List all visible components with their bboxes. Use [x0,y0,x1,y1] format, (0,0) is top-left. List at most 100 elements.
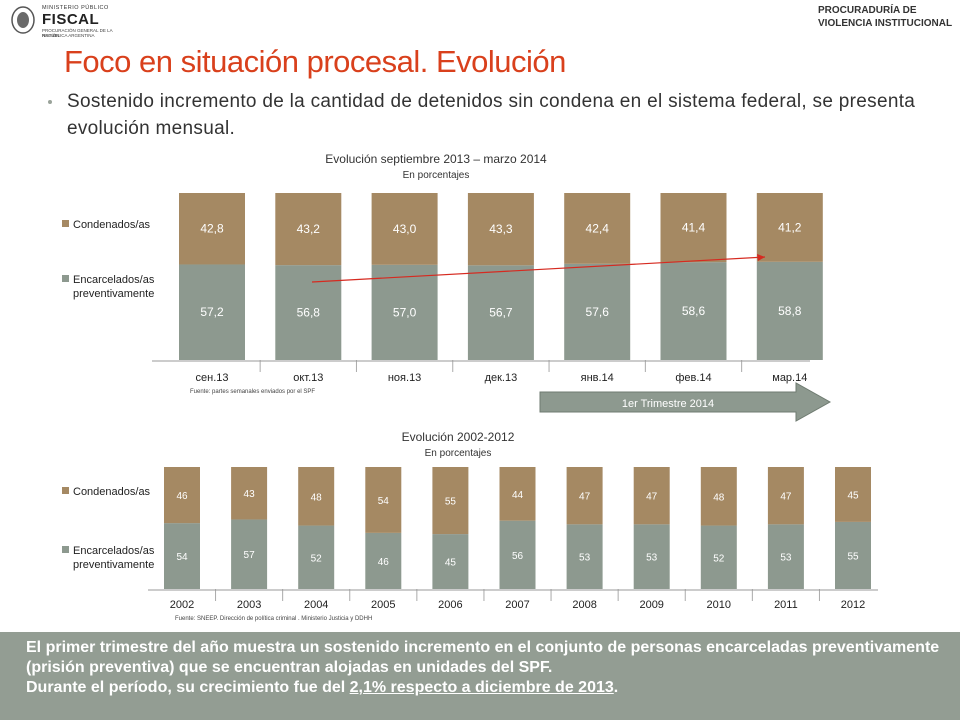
conclusion-text: El primer trimestre del año muestra un s… [26,638,946,698]
logo-subtitle: PROCURACIÓN GENERAL DE LA NACIÓN [42,28,113,38]
bar-encarcelados [564,263,631,360]
conclusion-highlight: 2,1% respecto a diciembre de 2013 [349,679,614,696]
data-label-condenados: 46 [176,491,188,502]
bullet-text: Sostenido incremento de la cantidad de d… [67,91,916,139]
data-label-condenados: 43 [244,489,256,500]
data-label-encarcelados: 57,0 [393,305,417,319]
data-label-condenados: 44 [512,490,524,501]
legend-label-condenados: Condenados/as [73,486,151,498]
chart-monthly: Evolución septiembre 2013 – marzo 2014 E… [62,152,823,384]
legend-swatch-condenados [62,220,69,227]
conclusion-line2-post: . [613,679,619,696]
data-label-encarcelados: 45 [445,558,457,569]
x-tick-label: фев.14 [675,372,711,384]
data-label-encarcelados: 54 [176,552,188,563]
source-note-monthly: Fuente: partes semanales enviados por el… [190,389,316,395]
data-label-condenados: 45 [847,490,859,501]
ministerio-logo: MINISTERIO PÚBLICO FISCAL PROCURACIÓN GE… [10,4,130,38]
data-label-condenados: 54 [378,496,390,507]
legend-swatch-encarcelados [62,275,69,282]
data-label-condenados: 47 [579,492,591,503]
data-label-encarcelados: 57 [244,550,256,561]
x-tick-label: 2004 [304,599,328,611]
data-label-condenados: 41,2 [778,220,802,234]
logo-country: REPÚBLICA ARGENTINA [42,33,95,38]
x-tick-label: 2011 [774,599,798,611]
x-tick-label: янв.14 [581,372,614,384]
conclusion-line2-pre: Durante el período, su crecimiento fue d… [26,679,350,696]
x-tick-label: 2006 [438,599,462,611]
bar-condenados [231,467,268,520]
x-tick-label: 2012 [841,599,865,611]
data-label-condenados: 41,4 [682,221,706,235]
procuraduria-line2: VIOLENCIA INSTITUCIONAL [818,18,953,29]
bar-condenados [164,467,200,524]
bar-encarcelados [835,521,871,589]
emblem-icon [11,6,35,34]
bar-condenados [767,467,804,525]
x-tick-label: 2009 [639,599,663,611]
data-label-condenados: 43,0 [393,222,417,236]
x-tick-label: дек.13 [485,372,518,384]
bar-encarcelados [179,264,245,360]
bar-condenados [432,467,469,535]
data-label-condenados: 48 [713,492,725,503]
bar-condenados [660,193,727,263]
data-label-condenados: 48 [311,492,323,503]
data-label-encarcelados: 55 [847,551,859,562]
procuraduria-logo: PROCURADURÍA DE VIOLENCIA INSTITUCIONAL [818,4,952,30]
bar-encarcelados [767,524,804,589]
chart-monthly-subtitle: En porcentajes [403,170,470,181]
bar-encarcelados [633,524,670,589]
legend-label-encarcelados: Encarcelados/as [73,274,155,286]
data-label-condenados: 47 [780,492,792,503]
trend-arrowhead [757,254,765,261]
x-tick-label: 2003 [237,599,261,611]
bar-condenados [756,193,823,262]
bar-condenados [499,467,536,521]
data-label-encarcelados: 52 [311,553,323,564]
page-title: Foco en situación procesal. Evolución [64,44,566,79]
chart-yearly-subtitle: En porcentajes [425,448,492,459]
bar-encarcelados [499,520,536,589]
data-label-condenados: 42,8 [200,222,224,236]
x-tick-label: мар.14 [772,372,807,384]
bar-condenados [365,467,402,533]
bar-condenados [371,193,438,265]
bar-encarcelados [371,264,438,360]
bar-condenados [700,467,737,526]
source-note-yearly: Fuente: SNEEP. Dirección de política cri… [175,616,373,622]
x-tick-label: окт.13 [293,372,323,384]
x-tick-label: сен.13 [196,372,229,384]
data-label-encarcelados: 56,8 [297,306,321,320]
bar-encarcelados [700,525,737,589]
bar-condenados [298,467,335,526]
legend-label-condenados: Condenados/as [73,219,151,231]
procuraduria-line1: PROCURADURÍA DE [818,5,917,16]
data-label-condenados: 43,2 [297,222,321,236]
data-label-condenados: 42,4 [586,221,610,235]
data-label-encarcelados: 46 [378,557,390,568]
bar-encarcelados [467,265,534,360]
x-tick-label: 2005 [371,599,395,611]
chart-monthly-title: Evolución septiembre 2013 – marzo 2014 [325,152,547,166]
data-label-encarcelados: 57,6 [586,305,610,319]
bar-condenados [179,193,245,265]
x-tick-label: 2007 [505,599,529,611]
x-tick-label: 2002 [170,599,194,611]
logo-small-text: MINISTERIO PÚBLICO [42,5,109,11]
data-label-condenados: 47 [646,492,658,503]
bar-encarcelados [231,519,268,589]
data-label-encarcelados: 58,6 [682,304,706,318]
bar-encarcelados [566,524,603,589]
bar-encarcelados [432,534,469,589]
data-label-encarcelados: 56,7 [489,306,513,320]
legend-swatch-condenados [62,487,69,494]
data-label-encarcelados: 52 [713,553,725,564]
conclusion-line1: El primer trimestre del año muestra un s… [26,639,940,676]
trend-line [311,256,766,283]
bar-encarcelados [756,261,823,360]
data-label-condenados: 43,3 [489,222,513,236]
bar-condenados [564,193,631,264]
bullet-icon [48,100,52,104]
